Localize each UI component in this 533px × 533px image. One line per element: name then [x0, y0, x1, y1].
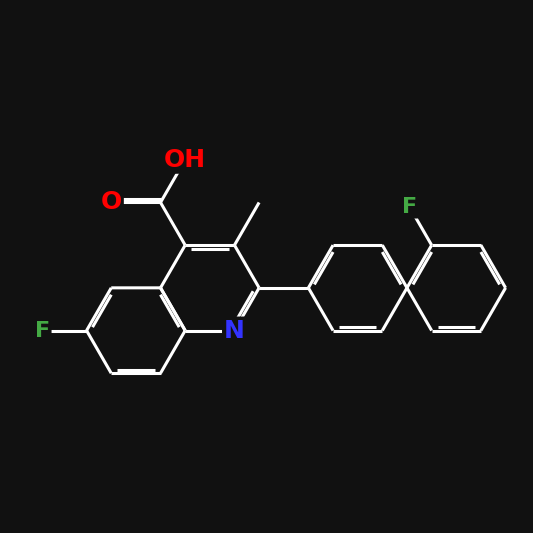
Text: F: F: [402, 197, 417, 217]
Text: N: N: [224, 319, 245, 343]
Text: O: O: [101, 190, 122, 214]
Text: F: F: [35, 320, 50, 341]
Text: OH: OH: [164, 148, 206, 172]
